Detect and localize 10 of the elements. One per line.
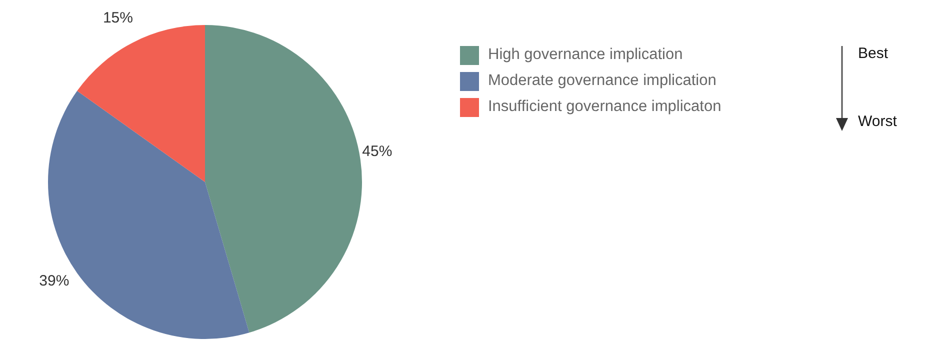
pie-slice xyxy=(77,25,205,182)
pie-slice xyxy=(205,25,362,333)
text: Worst xyxy=(858,113,897,130)
data-label: 45% xyxy=(362,143,392,160)
text: Best xyxy=(858,45,888,62)
data-label: 15% xyxy=(102,9,133,26)
legend-label: Insufficient governance implicaton xyxy=(488,98,722,116)
legend-label: Moderate governance implication xyxy=(488,72,716,90)
data-label: 39% xyxy=(39,272,70,290)
legend-label: High governance implication xyxy=(488,46,683,64)
